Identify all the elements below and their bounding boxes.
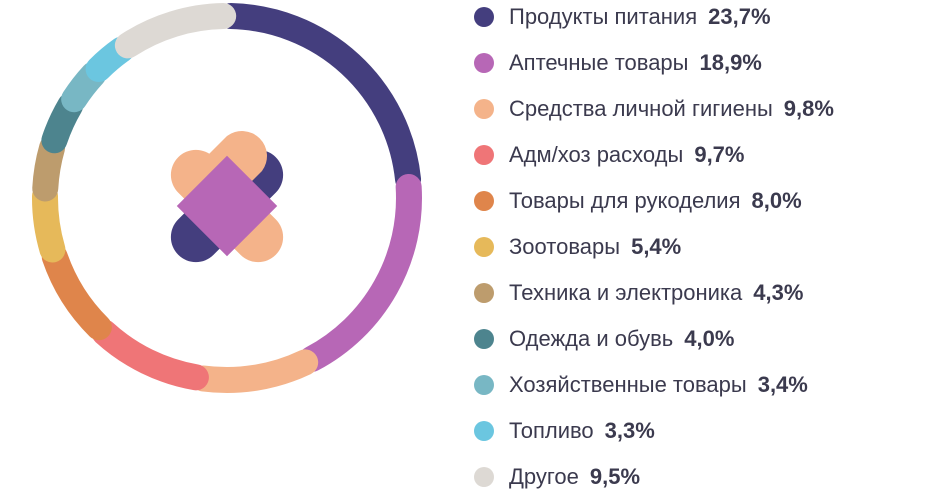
legend-value: 9,7% xyxy=(694,142,745,167)
donut-slice-5 xyxy=(41,243,112,341)
legend-dot-icon xyxy=(474,7,494,27)
legend-item: Адм/хоз расходы 9,7% xyxy=(474,132,944,178)
legend-label: Одежда и обувь xyxy=(509,326,674,351)
legend-value: 8,0% xyxy=(751,188,802,213)
legend-label: Аптечные товары xyxy=(509,50,689,75)
legend-item: Одежда и обувь 4,0% xyxy=(474,316,944,362)
legend-item: Хозяйственные товары 3,4% xyxy=(474,362,944,408)
legend-item: Топливо 3,3% xyxy=(474,408,944,454)
legend-label: Адм/хоз расходы xyxy=(509,142,684,167)
legend-label: Средства личной гигиены xyxy=(509,96,773,121)
legend-item: Техника и электроника 4,3% xyxy=(474,270,944,316)
legend-item: Другое 9,5% xyxy=(474,454,944,500)
legend-item: Продукты питания 23,7% xyxy=(474,0,944,40)
crossed-bandage-icon xyxy=(170,131,284,263)
legend-value: 23,7% xyxy=(708,4,771,29)
legend-dot-icon xyxy=(474,237,494,257)
legend-value: 3,3% xyxy=(604,418,655,443)
donut-chart xyxy=(32,3,422,393)
donut-slice-6 xyxy=(32,183,66,263)
donut-slice-1 xyxy=(217,3,422,193)
donut-slices xyxy=(32,3,422,393)
legend-item: Средства личной гигиены 9,8% xyxy=(474,86,944,132)
legend-dot-icon xyxy=(474,375,494,395)
legend-dot-icon xyxy=(474,329,494,349)
legend-item: Аптечные товары 18,9% xyxy=(474,40,944,86)
legend-label: Продукты питания xyxy=(509,4,698,29)
legend-dot-icon xyxy=(474,53,494,73)
donut-slice-11 xyxy=(114,3,237,59)
logo-center-square xyxy=(176,155,278,257)
legend-dot-icon xyxy=(474,99,494,119)
legend-value: 5,4% xyxy=(631,234,682,259)
legend-value: 9,5% xyxy=(589,464,641,489)
legend-dot-icon xyxy=(474,421,494,441)
legend-label: Другое xyxy=(509,464,579,489)
legend-label: Топливо xyxy=(509,418,594,443)
donut-slice-2 xyxy=(298,173,422,372)
legend-label: Хозяйственные товары xyxy=(509,372,747,397)
legend-label: Техника и электроника xyxy=(509,280,743,305)
legend-dot-icon xyxy=(474,191,494,211)
legend-value: 3,4% xyxy=(757,372,808,397)
legend-value: 4,3% xyxy=(753,280,804,305)
legend-dot-icon xyxy=(474,283,494,303)
legend-value: 18,9% xyxy=(699,50,762,75)
donut-slice-3 xyxy=(190,349,319,393)
legend-label: Товары для рукоделия xyxy=(509,188,741,213)
legend: Продукты питания 23,7% Аптечные товары 18,9… xyxy=(474,0,944,500)
donut-slice-4 xyxy=(91,319,209,391)
donut-slice-7 xyxy=(32,134,66,202)
legend-label: Зоотовары xyxy=(509,234,621,259)
legend-item: Товары для рукоделия 8,0% xyxy=(474,178,944,224)
legend-dot-icon xyxy=(474,145,494,165)
legend-item: Зоотовары 5,4% xyxy=(474,224,944,270)
legend-value: 9,8% xyxy=(783,96,834,121)
legend-dot-icon xyxy=(474,467,494,487)
legend-value: 4,0% xyxy=(684,326,735,351)
donut-slice-8 xyxy=(41,92,84,154)
